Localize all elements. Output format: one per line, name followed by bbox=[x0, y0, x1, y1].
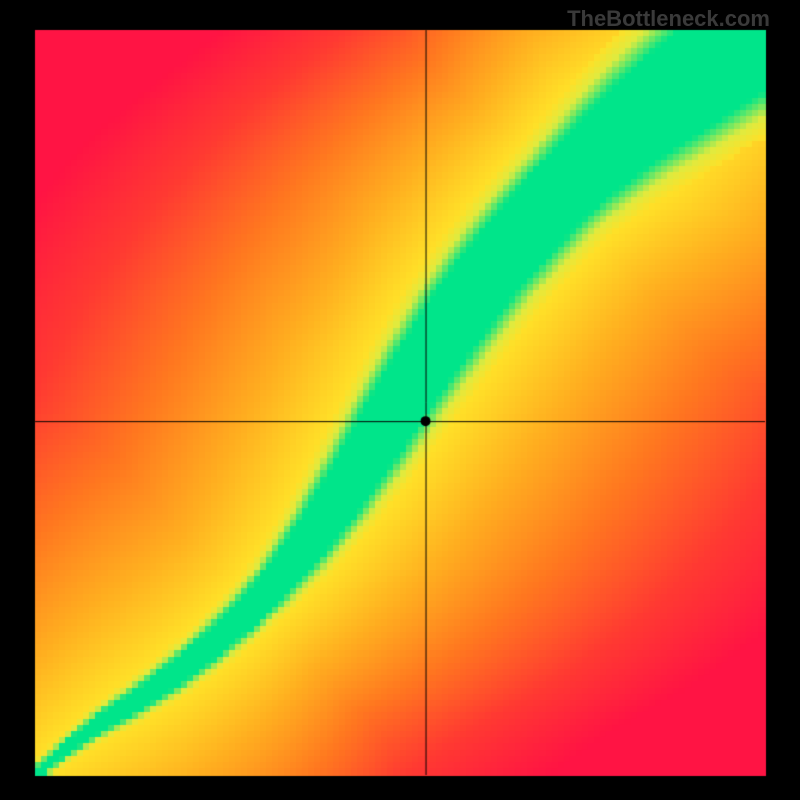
chart-container: TheBottleneck.com bbox=[0, 0, 800, 800]
crosshair-overlay bbox=[0, 0, 800, 800]
